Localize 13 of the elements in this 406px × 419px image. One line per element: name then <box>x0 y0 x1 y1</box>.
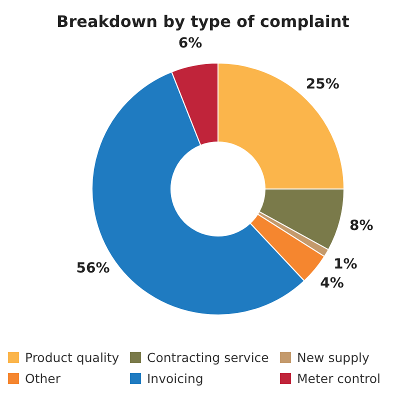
legend-label: Invoicing <box>147 371 204 386</box>
data-label: 1% <box>334 256 358 272</box>
legend-label: New supply <box>297 350 370 365</box>
data-label: 6% <box>178 36 202 52</box>
chart-title: Breakdown by type of complaint <box>56 11 350 32</box>
data-label: 4% <box>320 275 344 292</box>
data-label: 56% <box>76 260 110 276</box>
legend-label: Meter control <box>297 371 381 386</box>
legend-label: Other <box>25 371 60 386</box>
data-label: 25% <box>306 76 340 92</box>
legend-label: Product quality <box>25 350 120 365</box>
legend-label: Contracting service <box>147 350 269 365</box>
data-label: 8% <box>349 218 374 234</box>
